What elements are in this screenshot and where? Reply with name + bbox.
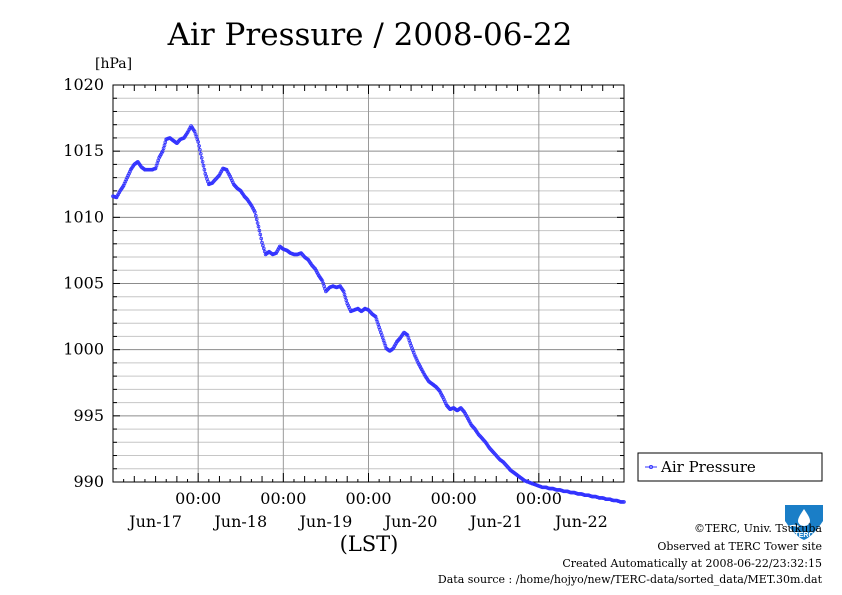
data-point [128,169,132,174]
x-tick-time-label: 00:00 [175,489,221,508]
y-tick-label: 1015 [63,141,104,160]
data-point [343,295,348,300]
y-tick-label: 1010 [63,207,104,226]
data-point [254,217,259,222]
data-point [324,288,329,293]
y-axis-unit: [hPa] [95,56,132,72]
footer-created: Created Automatically at 2008-06-22/23:3… [562,557,822,570]
data-point [202,167,207,172]
x-tick-date-label: Jun-22 [553,512,608,531]
terc-logo: TERC [785,505,823,540]
data-point [443,401,448,406]
x-tick-time-label: 00:00 [345,489,391,508]
wave-icon [787,524,801,528]
data-point [477,433,482,438]
data-point [160,149,165,154]
logo-text: TERC [794,532,813,539]
data-point [438,390,443,395]
data-point [259,236,264,241]
x-tick-date-label: Jun-18 [212,512,267,531]
y-tick-label: 990 [73,472,104,491]
series-air-pressure [111,124,626,504]
data-point [161,146,166,151]
x-tick-date-label: Jun-20 [383,512,438,531]
chart-title: Air Pressure / 2008-06-22 [167,17,573,53]
x-axis-label: (LST) [340,532,399,556]
y-tick-label: 995 [73,406,104,425]
data-point [126,173,130,178]
x-tick-date-label: Jun-21 [468,512,523,531]
legend-box [637,452,823,482]
data-point [243,195,248,200]
data-point [345,301,350,306]
data-point [197,144,201,148]
data-point [201,163,206,168]
data-point [256,224,261,229]
data-point [257,228,262,233]
x-tick-date-label: Jun-19 [298,512,353,531]
y-axis-ticks: 990 995 1000 1005 1010 1015 1020 [63,75,624,491]
data-point [412,353,417,357]
y-tick-label: 1000 [63,340,104,359]
data-point [491,450,496,455]
y-tick-label: 1020 [63,75,104,94]
grid [113,85,624,482]
data-point [254,213,258,218]
x-axis-ticks: 00:00 Jun-17 00:00 Jun-18 00:00 Jun-19 00:00 Ju… [112,85,625,531]
x-tick-time-label: 00:00 [260,489,306,508]
footer-observed: Observed at TERC Tower site [657,540,822,553]
x-tick-time-label: 00:00 [431,489,477,508]
data-point [622,500,626,504]
data-point [342,292,347,297]
water-drop-icon [798,509,810,526]
x-tick-time-label: 00:00 [516,489,562,508]
legend-marker [648,464,654,470]
x-tick-date-label: Jun-17 [127,512,182,531]
legend: Air Pressure [637,452,823,482]
data-point [199,156,204,160]
data-point [418,364,422,369]
data-point [196,140,201,144]
data-point [262,249,267,254]
data-point [261,246,266,251]
data-point [217,173,222,177]
data-point [312,266,317,270]
data-point [260,240,264,245]
data-point [253,210,257,214]
legend-label: Air Pressure [660,458,756,476]
data-point [258,232,263,237]
data-point [213,178,217,182]
footer-source: Data source : /home/hojyo/new/TERC-data/… [438,573,823,586]
footer-copyright: ©TERC, Univ. Tsukuba [694,522,822,535]
data-point [199,152,203,156]
y-tick-label: 1005 [63,274,104,293]
data-point [200,160,205,164]
data-point [344,298,349,303]
data-point [314,268,319,273]
data-point [255,221,260,225]
data-point [198,148,202,152]
